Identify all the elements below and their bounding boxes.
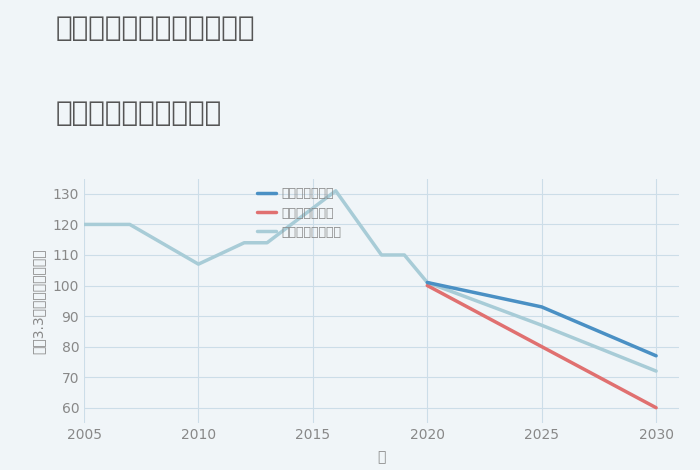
ノーマルシナリオ xyxy=(263,240,272,245)
ノーマルシナリオ xyxy=(423,280,431,285)
ノーマルシナリオ xyxy=(538,322,546,328)
Legend: グッドシナリオ, バッドシナリオ, ノーマルシナリオ: グッドシナリオ, バッドシナリオ, ノーマルシナリオ xyxy=(257,187,342,239)
X-axis label: 年: 年 xyxy=(377,450,386,464)
ノーマルシナリオ xyxy=(194,261,202,267)
グッドシナリオ xyxy=(423,280,431,285)
Text: 中古戸建ての価格推移: 中古戸建ての価格推移 xyxy=(56,99,223,127)
ノーマルシナリオ xyxy=(652,368,660,374)
グッドシナリオ xyxy=(538,304,546,310)
ノーマルシナリオ xyxy=(377,252,386,258)
Line: バッドシナリオ: バッドシナリオ xyxy=(427,285,656,407)
Text: 埼玉県比企郡川島町正直の: 埼玉県比企郡川島町正直の xyxy=(56,14,255,42)
Y-axis label: 坪（3.3㎡）単価（万円）: 坪（3.3㎡）単価（万円） xyxy=(32,248,46,353)
バッドシナリオ xyxy=(652,405,660,411)
ノーマルシナリオ xyxy=(80,222,88,227)
ノーマルシナリオ xyxy=(240,240,248,245)
バッドシナリオ xyxy=(538,344,546,350)
バッドシナリオ xyxy=(423,282,431,288)
ノーマルシナリオ xyxy=(332,188,340,194)
ノーマルシナリオ xyxy=(400,252,409,258)
ノーマルシナリオ xyxy=(125,222,134,227)
Line: グッドシナリオ: グッドシナリオ xyxy=(427,282,656,356)
グッドシナリオ xyxy=(652,353,660,359)
Line: ノーマルシナリオ: ノーマルシナリオ xyxy=(84,191,656,371)
